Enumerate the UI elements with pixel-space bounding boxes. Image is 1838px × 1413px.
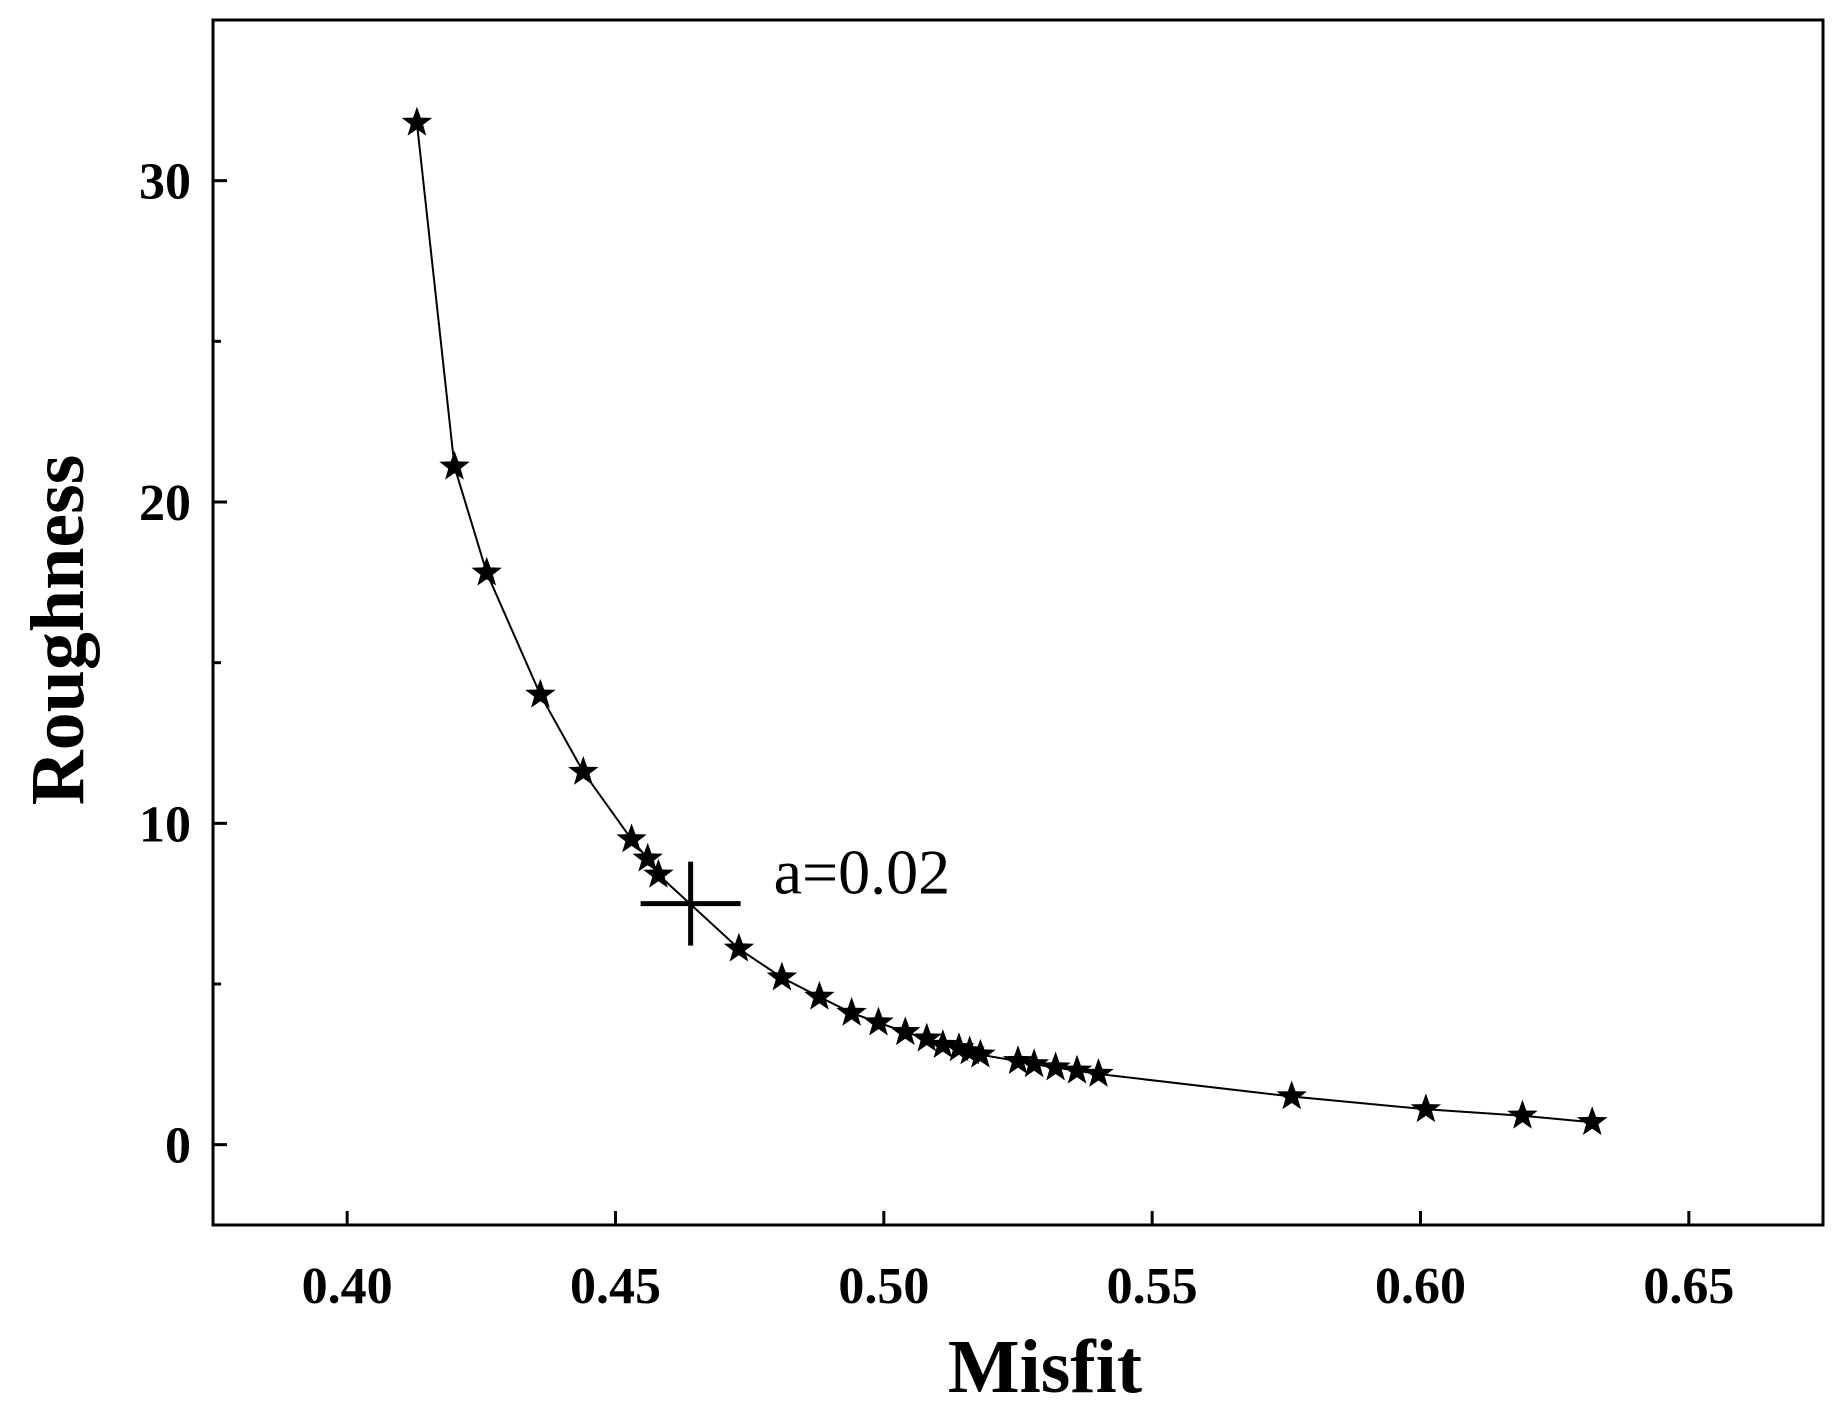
plot-frame (211, 18, 1825, 1227)
data-point-star (525, 678, 556, 708)
annotation-label: a=0.02 (774, 837, 951, 908)
data-point-star (643, 858, 674, 888)
data-point-star (471, 556, 502, 586)
x-tick-label: 0.40 (302, 1258, 393, 1315)
data-point-star (965, 1038, 996, 1068)
data-point-star (804, 980, 835, 1010)
series-markers (401, 106, 1608, 1136)
data-point-star (723, 932, 755, 962)
data-point-star (632, 842, 663, 872)
x-ticks: 0.40 0.45 0.50 0.55 0.60 0.65 (302, 1211, 1734, 1315)
data-point-star (1040, 1051, 1071, 1081)
y-tick-label: 30 (139, 154, 191, 211)
data-point-star (766, 961, 798, 991)
data-point-star (439, 450, 470, 480)
x-tick-label: 0.50 (838, 1258, 929, 1315)
data-point-star (1577, 1106, 1608, 1136)
y-tick-label: 10 (139, 796, 191, 853)
y-axis-title: Roughness (16, 455, 100, 806)
data-point-star (1083, 1058, 1114, 1087)
y-tick-label: 20 (139, 475, 191, 532)
data-point-star (1002, 1045, 1034, 1075)
data-point-star (890, 1016, 921, 1046)
x-tick-label: 0.55 (1107, 1258, 1198, 1315)
data-point-star (1507, 1099, 1538, 1129)
y-tick-label: 0 (165, 1118, 191, 1175)
series-line (415, 122, 1593, 1124)
data-point-star (1061, 1054, 1093, 1084)
data-point-star (568, 755, 599, 785)
data-point-star (1018, 1048, 1050, 1078)
x-tick-label: 0.60 (1375, 1258, 1466, 1315)
x-tick-label: 0.45 (570, 1258, 661, 1315)
x-tick-label: 0.65 (1643, 1258, 1734, 1315)
data-point-star (616, 823, 647, 853)
data-point-star (836, 996, 867, 1026)
data-point-star (1410, 1093, 1442, 1123)
data-point-star (863, 1006, 894, 1036)
data-point-star (911, 1022, 942, 1052)
data-point-star (401, 106, 433, 136)
x-axis-title: Misfit (948, 1325, 1142, 1409)
data-point-star (927, 1029, 959, 1058)
data-point-star (1276, 1080, 1307, 1110)
annotation-crosshair (640, 861, 741, 946)
y-ticks: 0 10 20 30 (139, 154, 227, 1175)
